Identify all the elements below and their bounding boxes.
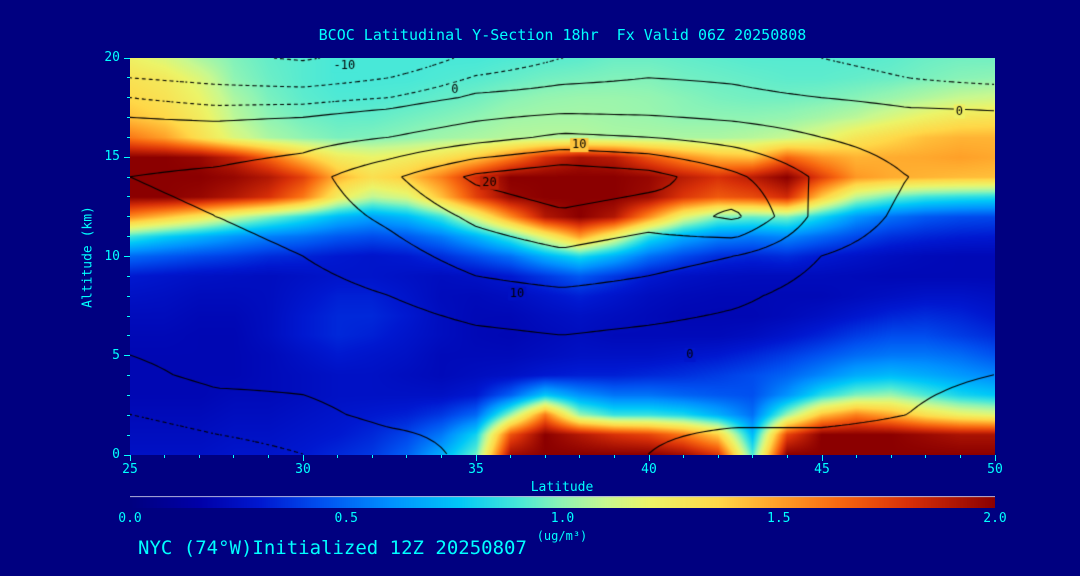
colorbar-canvas: [130, 496, 995, 508]
footer-text: NYC (74°W)Initialized 12Z 20250807: [138, 537, 527, 559]
x-axis-tick: [129, 455, 131, 461]
x-axis-minor-tick: [856, 455, 858, 458]
x-axis-minor-tick: [233, 455, 235, 458]
x-axis-minor-tick: [925, 455, 927, 458]
x-tick-label: 25: [122, 462, 138, 477]
x-axis-minor-tick: [164, 455, 166, 458]
x-axis-tick: [302, 455, 304, 461]
y-axis-tick: [124, 57, 130, 59]
x-axis-minor-tick: [337, 455, 339, 458]
x-axis-minor-tick: [371, 455, 373, 458]
y-axis-tick: [124, 355, 130, 357]
y-axis-minor-tick: [127, 196, 130, 198]
x-axis-tick: [475, 455, 477, 461]
x-tick-label: 35: [468, 462, 484, 477]
y-axis-minor-tick: [127, 117, 130, 119]
x-axis-minor-tick: [717, 455, 719, 458]
x-axis-minor-tick: [406, 455, 408, 458]
x-axis-minor-tick: [198, 455, 200, 458]
x-axis-minor-tick: [683, 455, 685, 458]
x-axis-minor-tick: [510, 455, 512, 458]
x-tick-label: 30: [295, 462, 311, 477]
x-tick-label: 40: [641, 462, 657, 477]
x-axis-minor-tick: [613, 455, 615, 458]
x-axis-tick: [648, 455, 650, 461]
heatmap-canvas: [130, 58, 995, 455]
x-axis-label: Latitude: [530, 480, 594, 495]
y-axis-minor-tick: [127, 434, 130, 436]
x-axis-minor-tick: [752, 455, 754, 458]
y-axis-minor-tick: [127, 414, 130, 416]
x-axis-minor-tick: [267, 455, 269, 458]
x-axis-minor-tick: [890, 455, 892, 458]
y-axis-minor-tick: [127, 236, 130, 238]
y-axis-minor-tick: [127, 97, 130, 99]
x-tick-label: 45: [814, 462, 830, 477]
y-axis-minor-tick: [127, 275, 130, 277]
x-axis-minor-tick: [786, 455, 788, 458]
colorbar-tick-label: 0.5: [334, 511, 358, 526]
y-axis-minor-tick: [127, 315, 130, 317]
y-axis-minor-tick: [127, 335, 130, 337]
y-tick-label: 15: [104, 149, 120, 165]
y-axis-tick: [124, 256, 130, 257]
plot-area: [130, 58, 995, 455]
plot-title: BCOC Latitudinal Y-Section 18hr Fx Valid…: [318, 26, 807, 44]
x-tick-label: 50: [987, 462, 1003, 477]
y-axis-minor-tick: [127, 394, 130, 396]
y-axis-minor-tick: [127, 295, 130, 297]
colorbar-tick-label: 2.0: [983, 511, 1007, 526]
y-axis-tick: [124, 156, 130, 158]
x-axis-minor-tick: [440, 455, 442, 458]
y-tick-label: 10: [104, 248, 120, 264]
y-axis-minor-tick: [127, 136, 130, 138]
y-axis-minor-tick: [127, 375, 130, 377]
y-tick-label: 20: [104, 50, 120, 65]
colorbar-tick-label: 1.0: [550, 511, 575, 526]
y-tick-label: 5: [112, 347, 120, 363]
x-axis-minor-tick: [579, 455, 581, 458]
colorbar-unit: (ug/m³): [536, 529, 588, 543]
y-axis-minor-tick: [127, 176, 130, 178]
y-axis-minor-tick: [127, 216, 130, 218]
x-axis-tick: [821, 455, 823, 461]
colorbar-tick-label: 1.5: [767, 511, 791, 526]
y-tick-label: 0: [112, 447, 120, 462]
x-axis-tick: [994, 455, 996, 461]
y-axis-tick: [124, 454, 130, 456]
x-axis-minor-tick: [544, 455, 546, 458]
colorbar-tick-label: 0.0: [118, 511, 142, 526]
x-axis-minor-tick: [959, 455, 961, 458]
y-axis-minor-tick: [127, 77, 130, 79]
